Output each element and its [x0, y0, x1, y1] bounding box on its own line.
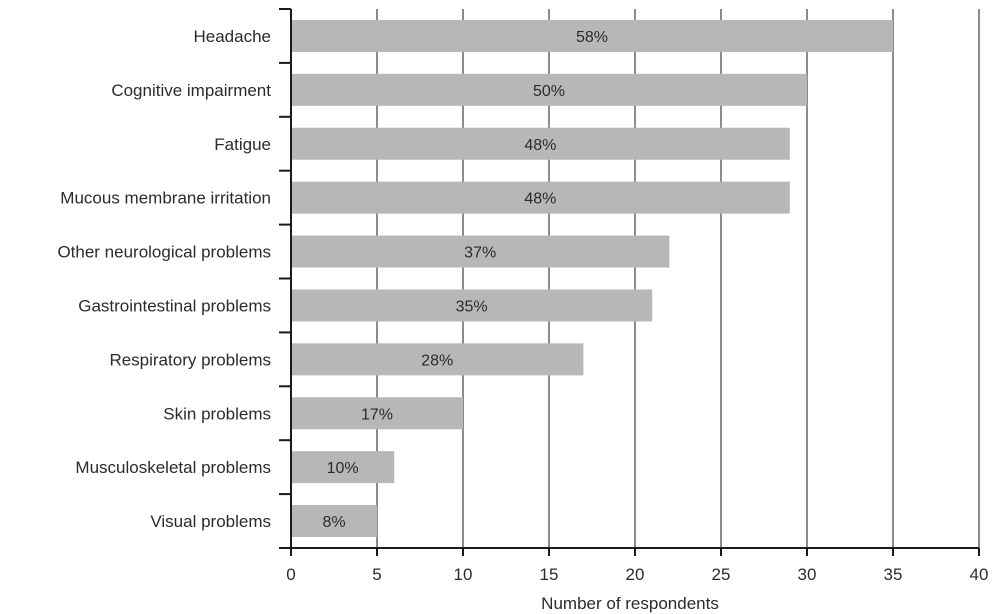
data-label: 37% — [464, 245, 496, 262]
bar — [291, 19, 893, 52]
bar — [291, 397, 463, 430]
category-label: Fatigue — [214, 135, 271, 154]
category-label: Mucous membrane irritation — [60, 189, 271, 208]
bar — [291, 235, 670, 268]
data-label: 48% — [524, 137, 556, 154]
data-label: 8% — [322, 514, 345, 531]
bar — [291, 505, 377, 538]
data-label: 35% — [456, 298, 488, 315]
category-label: Skin problems — [163, 404, 271, 423]
x-tick-label: 20 — [626, 565, 645, 584]
data-labels: 58% 50% 48% 48% 37% 35% 28% 17% 10% 8% — [322, 29, 608, 531]
data-label: 58% — [576, 29, 608, 46]
x-tick-label: 15 — [540, 565, 559, 584]
x-axis-title: Number of respondents — [541, 594, 719, 613]
bar — [291, 289, 653, 322]
x-tick-label: 5 — [372, 565, 381, 584]
category-label: Cognitive impairment — [111, 81, 271, 100]
data-label: 17% — [361, 406, 393, 423]
category-label: Other neurological problems — [57, 243, 271, 262]
data-label: 50% — [533, 83, 565, 100]
bar — [291, 73, 807, 106]
bar — [291, 451, 395, 484]
category-label: Gastrointestinal problems — [78, 296, 271, 315]
x-tick-label: 0 — [286, 565, 295, 584]
category-label: Musculoskeletal problems — [75, 458, 271, 477]
axes — [279, 8, 980, 556]
bars — [291, 19, 893, 538]
x-tick-label: 30 — [798, 565, 817, 584]
data-label: 48% — [524, 191, 556, 208]
x-tick-label: 40 — [970, 565, 989, 584]
category-label: Headache — [193, 27, 271, 46]
bar — [291, 343, 584, 376]
bar — [291, 181, 790, 214]
category-labels: Headache Cognitive impairment Fatigue Mucou… — [57, 27, 271, 531]
data-label: 28% — [421, 352, 453, 369]
x-tick-labels: 0 5 10 15 20 25 30 35 40 — [286, 565, 988, 584]
data-label: 10% — [327, 460, 359, 477]
x-tick-label: 35 — [884, 565, 903, 584]
x-tick-label: 25 — [712, 565, 731, 584]
category-label: Visual problems — [150, 512, 271, 531]
x-tick-label: 10 — [454, 565, 473, 584]
bar — [291, 127, 790, 160]
category-label: Respiratory problems — [109, 350, 271, 369]
